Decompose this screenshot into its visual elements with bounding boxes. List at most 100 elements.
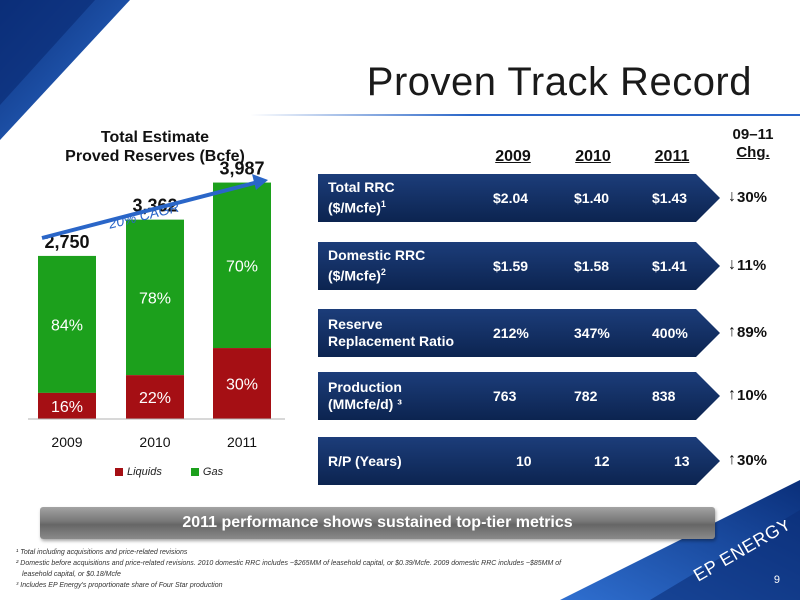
year-header-2010: 2010	[575, 148, 611, 165]
metric-label-line2: (MMcfe/d) ³	[328, 396, 402, 412]
bar-liquids-2010	[126, 375, 184, 419]
change-value: 30%	[737, 451, 768, 469]
change-value: 11%	[737, 256, 767, 274]
metric-row-background	[318, 372, 720, 420]
total-label-2011: 3,987	[219, 160, 264, 179]
metric-label: Production (MMcfe/d) ³	[328, 372, 488, 420]
bar-liquids-2011	[213, 348, 271, 419]
metric-footnote-marker: 2	[380, 267, 386, 278]
metric-value-2010: $1.58	[574, 258, 610, 274]
metric-label-line1: Reserve	[328, 316, 383, 332]
metric-row-background	[318, 309, 720, 357]
page-number: 9	[773, 574, 780, 586]
change-production: ↑ 10%	[728, 386, 767, 404]
metric-value-2009: 10	[516, 453, 532, 469]
metric-row-background	[318, 437, 720, 485]
ep-energy-logo: EP ENERGY	[690, 520, 790, 585]
metric-value-2010: 12	[594, 453, 610, 469]
metric-label-line2: Replacement Ratio	[328, 333, 455, 349]
arrow-down-icon: ↓	[728, 256, 736, 273]
change-value: 89%	[737, 323, 768, 341]
footnotes: ¹ Total including acquisitions and price…	[16, 547, 666, 591]
metric-row-background	[318, 242, 720, 290]
metric-value-2009: $1.59	[493, 258, 529, 274]
change-value: 30%	[737, 188, 768, 206]
metric-row-r-p-years: R/P (Years) 10 12 13	[318, 437, 720, 485]
metric-value-2011: $1.43	[652, 190, 688, 206]
metric-value-2010: 782	[574, 388, 598, 404]
chart-title-line1: Total Estimate	[100, 129, 210, 146]
metric-label-line2: ($/Mcfe)1	[328, 199, 386, 216]
slide-title: Proven Track Record	[366, 60, 752, 104]
metric-value-2009: $2.04	[493, 190, 529, 206]
total-label-2009: 2,750	[44, 232, 89, 252]
metric-value-2009: 763	[493, 388, 517, 404]
label-liquids-2009: 16%	[51, 399, 83, 416]
legend-label-gas: Gas	[202, 466, 224, 478]
metric-value-2009: 212%	[493, 325, 529, 341]
metric-label: R/P (Years)	[328, 437, 488, 485]
metric-label: Reserve Replacement Ratio	[328, 309, 488, 357]
legend-label-liquids: Liquids	[127, 466, 162, 478]
bar-gas-2010	[126, 219, 184, 376]
change-reserve: ↑ 89%	[728, 323, 767, 341]
label-liquids-2011: 30%	[226, 377, 258, 394]
change-total-rrc: ↓ 30%	[728, 188, 767, 206]
footnote-2-cont: leasehold capital, or $0.18/Mcfe	[22, 571, 121, 578]
metric-value-2011: 13	[674, 453, 690, 469]
metric-row-production: Production (MMcfe/d) ³ 763 782 838	[318, 372, 720, 420]
year-header-2009: 2009	[495, 148, 531, 165]
metric-row-reserve: Reserve Replacement Ratio 212% 347% 400%	[318, 309, 720, 357]
bar-gas-2011	[213, 182, 271, 349]
footnote-2: ² Domestic before acquisitions and price…	[16, 560, 562, 567]
label-liquids-2010: 22%	[139, 390, 171, 407]
metric-value-2011: 400%	[652, 325, 688, 341]
arrow-up-icon: ↑	[728, 323, 736, 340]
change-header-line1: 09–11	[732, 126, 774, 143]
metric-value-2011: 838	[652, 388, 676, 404]
metric-footnote-marker: 1	[380, 199, 386, 210]
change-header-line2: Chg.	[736, 144, 770, 161]
label-gas-2011: 70%	[226, 258, 258, 275]
x-tick-2010: 2010	[139, 434, 170, 450]
metric-row-background	[318, 174, 720, 222]
year-header-2011: 2011	[654, 148, 690, 165]
metric-label-line2: ($/Mcfe)2	[328, 267, 386, 284]
chart-title-line2: Proved Reserves (Bcfe)	[65, 148, 245, 165]
change-domestic-rrc: ↓ 11%	[728, 256, 766, 274]
reserves-chart: 84%16%2,750200978%22%3,362201070%30%3,98…	[28, 160, 285, 450]
label-gas-2010: 78%	[139, 290, 171, 307]
metric-label-line1: Production	[328, 379, 402, 395]
summary-banner: 2011 performance shows sustained top-tie…	[40, 507, 715, 539]
legend-swatch-liquids	[115, 468, 123, 476]
x-tick-2011: 2011	[227, 434, 257, 450]
metric-label-line1: R/P (Years)	[328, 452, 402, 469]
legend-swatch-gas	[190, 468, 199, 476]
arrow-up-icon: ↑	[728, 386, 736, 403]
chart-title: Total Estimate Proved Reserves (Bcfe)	[40, 128, 270, 166]
metric-label-line1: Total RRC	[328, 179, 395, 196]
change-header: 09–11 Chg.	[722, 126, 784, 162]
metric-row-domestic-rrc: Domestic RRC ($/Mcfe)2 $1.59 $1.58 $1.41	[318, 242, 720, 290]
cagr-arrow	[41, 174, 268, 240]
chart-legend: Liquids Gas	[115, 466, 249, 479]
label-gas-2009: 84%	[51, 317, 83, 334]
footnote-3: ³ Includes EP Energy's proportionate sha…	[16, 582, 223, 589]
metric-row-total-rrc: Total RRC ($/Mcfe)1 $2.04 $1.40 $1.43	[318, 174, 720, 222]
metric-label-line1: Domestic RRC	[328, 247, 426, 264]
x-tick-2009: 2009	[51, 434, 82, 450]
metric-value-2010: 347%	[574, 325, 610, 341]
bar-liquids-2009	[38, 392, 96, 419]
change-value: 10%	[737, 386, 768, 404]
legend-item-gas: Gas	[190, 466, 224, 478]
change-r-p-years: ↑ 30%	[728, 451, 767, 469]
footnote-1: ¹ Total including acquisitions and price…	[16, 549, 188, 556]
arrow-down-icon: ↓	[728, 188, 736, 205]
metric-label: Total RRC ($/Mcfe)1	[328, 174, 488, 222]
corner-decoration-top-left	[0, 0, 130, 140]
metric-value-2010: $1.40	[574, 190, 610, 206]
bar-gas-2009	[38, 255, 96, 393]
title-divider	[250, 114, 800, 116]
corner-decoration-bottom-right	[560, 480, 800, 600]
legend-item-liquids: Liquids	[115, 466, 162, 478]
